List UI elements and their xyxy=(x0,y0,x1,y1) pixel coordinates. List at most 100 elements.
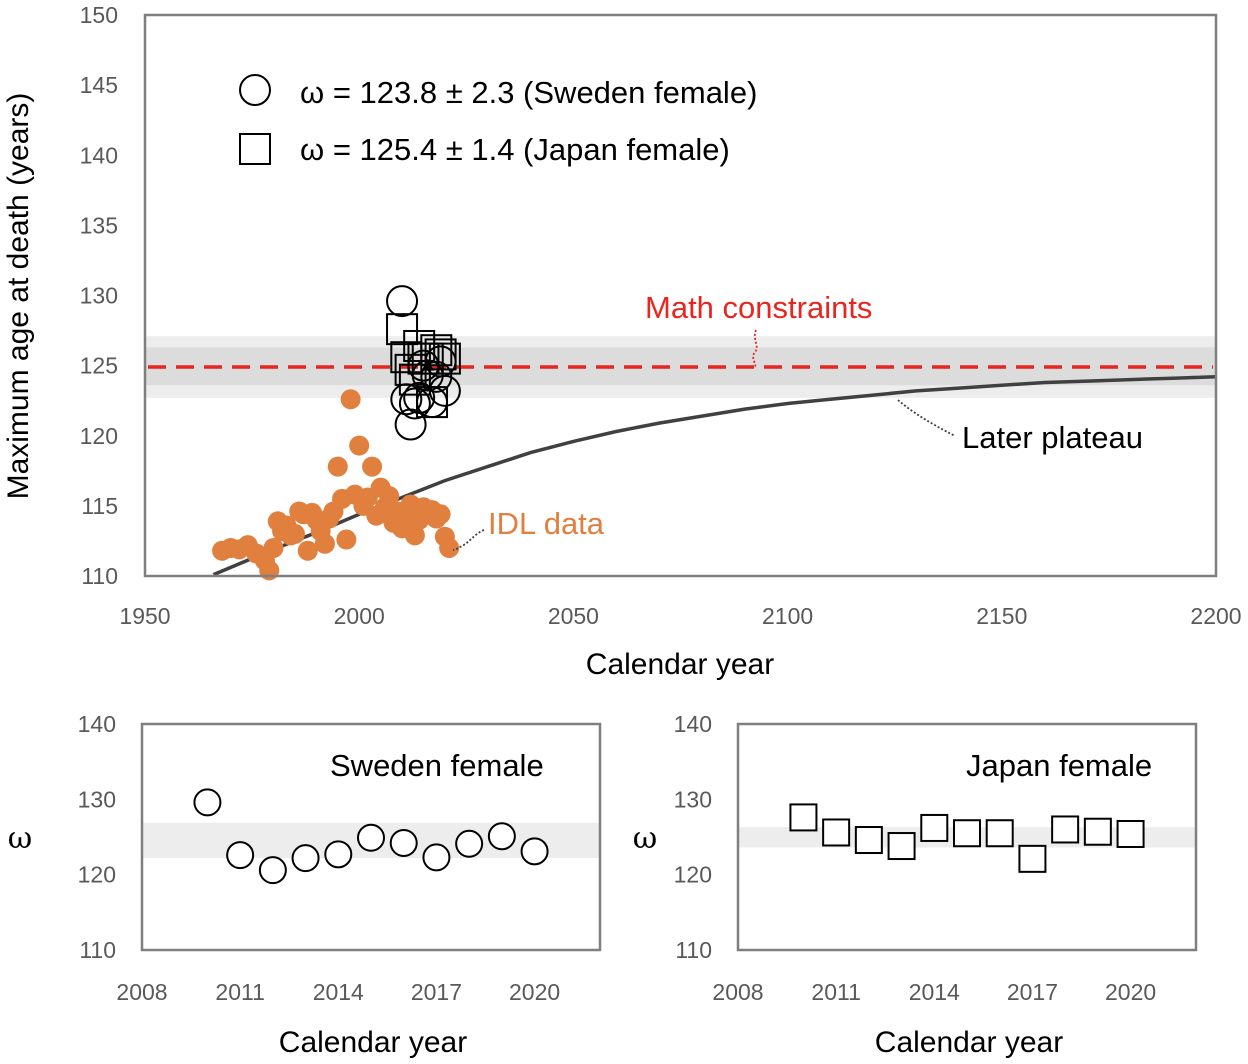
main-chart: 1950 2000 2050 2100 2150 2200 110 115 120 125 130… xyxy=(2,2,1242,681)
jp-y-tick-label: 140 xyxy=(674,711,712,737)
japan-point xyxy=(403,329,436,362)
sw-x-tick-label: 2017 xyxy=(411,979,462,1005)
legend-square-marker xyxy=(239,133,271,165)
idl-point xyxy=(259,560,280,581)
idl-point xyxy=(349,435,370,456)
later-plateau-leader xyxy=(897,399,956,437)
idl-point xyxy=(314,533,335,554)
legend-circle-marker xyxy=(239,74,271,106)
y-axis-label: Maximum age at death (years) xyxy=(2,93,35,500)
y-tick-label: 120 xyxy=(80,423,118,449)
idl-point xyxy=(379,486,400,507)
sw-point xyxy=(389,829,418,858)
jp-point xyxy=(985,819,1014,848)
japan-point xyxy=(386,313,419,346)
y-tick-label: 115 xyxy=(81,493,118,519)
jp-point xyxy=(1018,844,1047,873)
japan-point xyxy=(420,334,453,367)
jp-point xyxy=(854,826,883,855)
japan-title: Japan female xyxy=(966,748,1152,783)
sweden-point xyxy=(398,387,431,420)
jp-point xyxy=(1083,817,1112,846)
x-tick-label: 1950 xyxy=(119,603,170,629)
sw-point xyxy=(193,788,222,817)
x-tick-label: 2050 xyxy=(548,603,599,629)
x-tick-label: 2150 xyxy=(976,603,1027,629)
plot-frame xyxy=(143,13,1218,578)
jp-x-tick-label: 2014 xyxy=(909,979,960,1005)
sweden-point xyxy=(403,381,436,414)
idl-point xyxy=(404,525,425,546)
sweden-y-ticks: 110 120 130 140 xyxy=(78,711,116,963)
sw-y-tick-label: 110 xyxy=(79,937,116,963)
japan-point xyxy=(424,338,457,371)
idl-point xyxy=(327,456,348,477)
japan-y-label: ω xyxy=(633,821,657,856)
japan-points xyxy=(789,803,1145,873)
sweden-points xyxy=(193,788,549,885)
sw-y-tick-label: 130 xyxy=(78,786,116,812)
jp-x-tick-label: 2017 xyxy=(1007,979,1058,1005)
idl-data-label: IDL data xyxy=(488,506,605,541)
idl-point xyxy=(430,504,451,525)
sw-point xyxy=(258,856,287,885)
idl-point xyxy=(297,540,318,561)
jp-point xyxy=(920,813,949,842)
legend-japan-label: ω = 125.4 ± 1.4 (Japan female) xyxy=(300,132,730,167)
y-tick-label: 135 xyxy=(80,212,118,238)
mean-marker xyxy=(421,358,434,371)
sweden-x-ticks: 2008 2011 2014 2017 2020 xyxy=(116,979,560,1005)
y-tick-label: 110 xyxy=(81,563,118,589)
japan-series xyxy=(386,313,461,419)
japan-x-ticks: 2008 2011 2014 2017 2020 xyxy=(712,979,1156,1005)
japan-point xyxy=(398,363,431,396)
sw-y-tick-label: 140 xyxy=(78,711,116,737)
japan-panel: 2008 2011 2014 2017 2020 110 120 130 140 Japan … xyxy=(633,711,1198,1059)
jp-x-tick-label: 2008 xyxy=(712,979,763,1005)
y-tick-labels: 110 115 120 125 130 135 140 145 150 xyxy=(80,2,118,589)
sw-y-tick-label: 120 xyxy=(78,862,116,888)
idl-point xyxy=(340,389,361,410)
y-tick-label: 125 xyxy=(80,353,118,379)
sweden-x-label: Calendar year xyxy=(279,1026,467,1059)
jp-point xyxy=(789,803,818,832)
idl-data-leader xyxy=(452,529,485,551)
y-tick-label: 140 xyxy=(80,142,118,168)
japan-point xyxy=(428,342,461,375)
japan-y-ticks: 110 120 130 140 xyxy=(674,711,712,963)
idl-point xyxy=(263,537,284,558)
sw-point xyxy=(520,837,549,866)
sw-point xyxy=(357,823,385,852)
japan-x-label: Calendar year xyxy=(875,1026,1063,1059)
y-tick-label: 150 xyxy=(80,2,118,28)
japan-frame xyxy=(736,722,1198,952)
japan-point xyxy=(411,342,444,375)
x-tick-label: 2100 xyxy=(762,603,813,629)
jp-point xyxy=(1051,815,1080,844)
sw-point xyxy=(455,829,484,858)
sweden-title: Sweden female xyxy=(330,748,544,783)
plateau-line xyxy=(212,375,1217,577)
jp-point xyxy=(822,818,851,847)
sw-point xyxy=(422,843,451,872)
jp-x-tick-label: 2020 xyxy=(1105,979,1156,1005)
japan-point xyxy=(416,386,449,419)
idl-point xyxy=(284,523,305,544)
jp-y-tick-label: 110 xyxy=(675,937,712,963)
jp-y-tick-label: 120 xyxy=(674,862,712,888)
sweden-frame xyxy=(140,722,602,952)
x-tick-labels: 1950 2000 2050 2100 2150 2200 xyxy=(119,603,1241,629)
y-tick-label: 130 xyxy=(80,283,118,309)
x-tick-label: 2200 xyxy=(1190,603,1241,629)
jp-y-tick-label: 130 xyxy=(674,786,712,812)
sw-x-tick-label: 2011 xyxy=(215,979,264,1005)
sw-point xyxy=(226,841,255,870)
x-axis-label: Calendar year xyxy=(586,648,774,681)
idl-point xyxy=(362,456,383,477)
legend-sweden-label: ω = 123.8 ± 2.3 (Sweden female) xyxy=(300,75,757,110)
sweden-y-label: ω xyxy=(8,821,32,856)
x-tick-label: 2000 xyxy=(334,603,385,629)
sw-point xyxy=(324,840,353,869)
sweden-panel: 2008 2011 2014 2017 2020 110 120 130 140 Sweden… xyxy=(8,711,602,1059)
